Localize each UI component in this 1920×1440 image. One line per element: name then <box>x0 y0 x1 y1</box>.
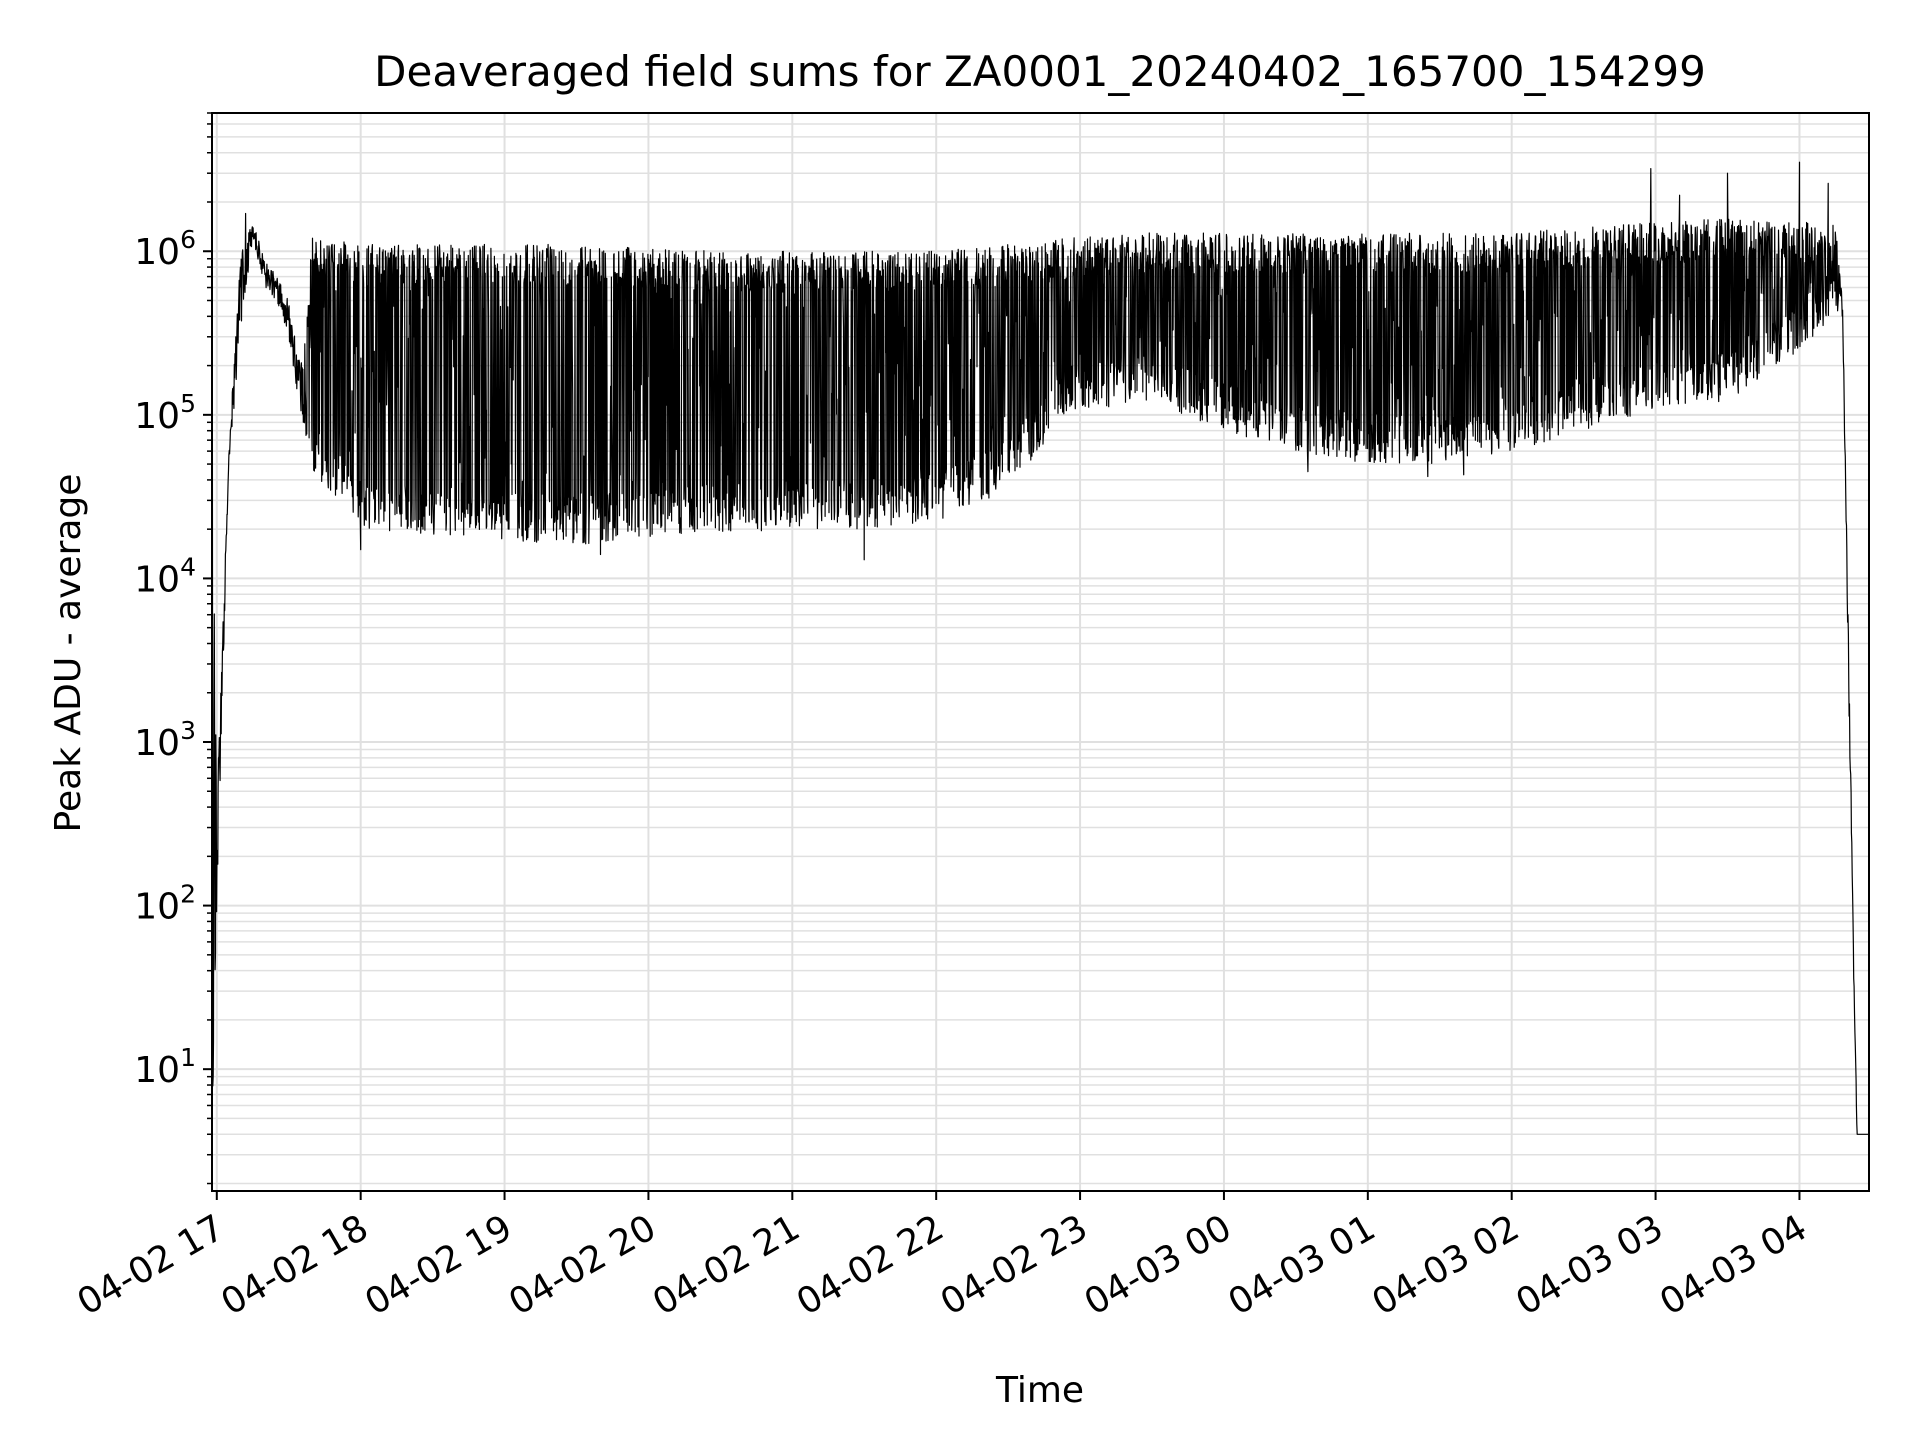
y-tick-label: 104 <box>134 552 196 600</box>
plot-frame <box>211 112 1870 1192</box>
y-tick-label: 101 <box>134 1043 196 1091</box>
chart-title: Deaveraged field sums for ZA0001_2024040… <box>374 47 1706 96</box>
y-axis-label: Peak ADU - average <box>48 474 89 833</box>
y-tick-label: 106 <box>134 225 196 273</box>
x-axis-label: Time <box>995 1370 1084 1411</box>
y-tick-label: 102 <box>134 880 196 928</box>
series-line <box>211 161 1869 1135</box>
y-tick-label: 103 <box>134 716 196 764</box>
y-axis: 101 102 103 104 105 106 <box>134 112 212 1185</box>
data-series <box>211 161 1869 1135</box>
y-tick-label: 105 <box>134 389 196 437</box>
